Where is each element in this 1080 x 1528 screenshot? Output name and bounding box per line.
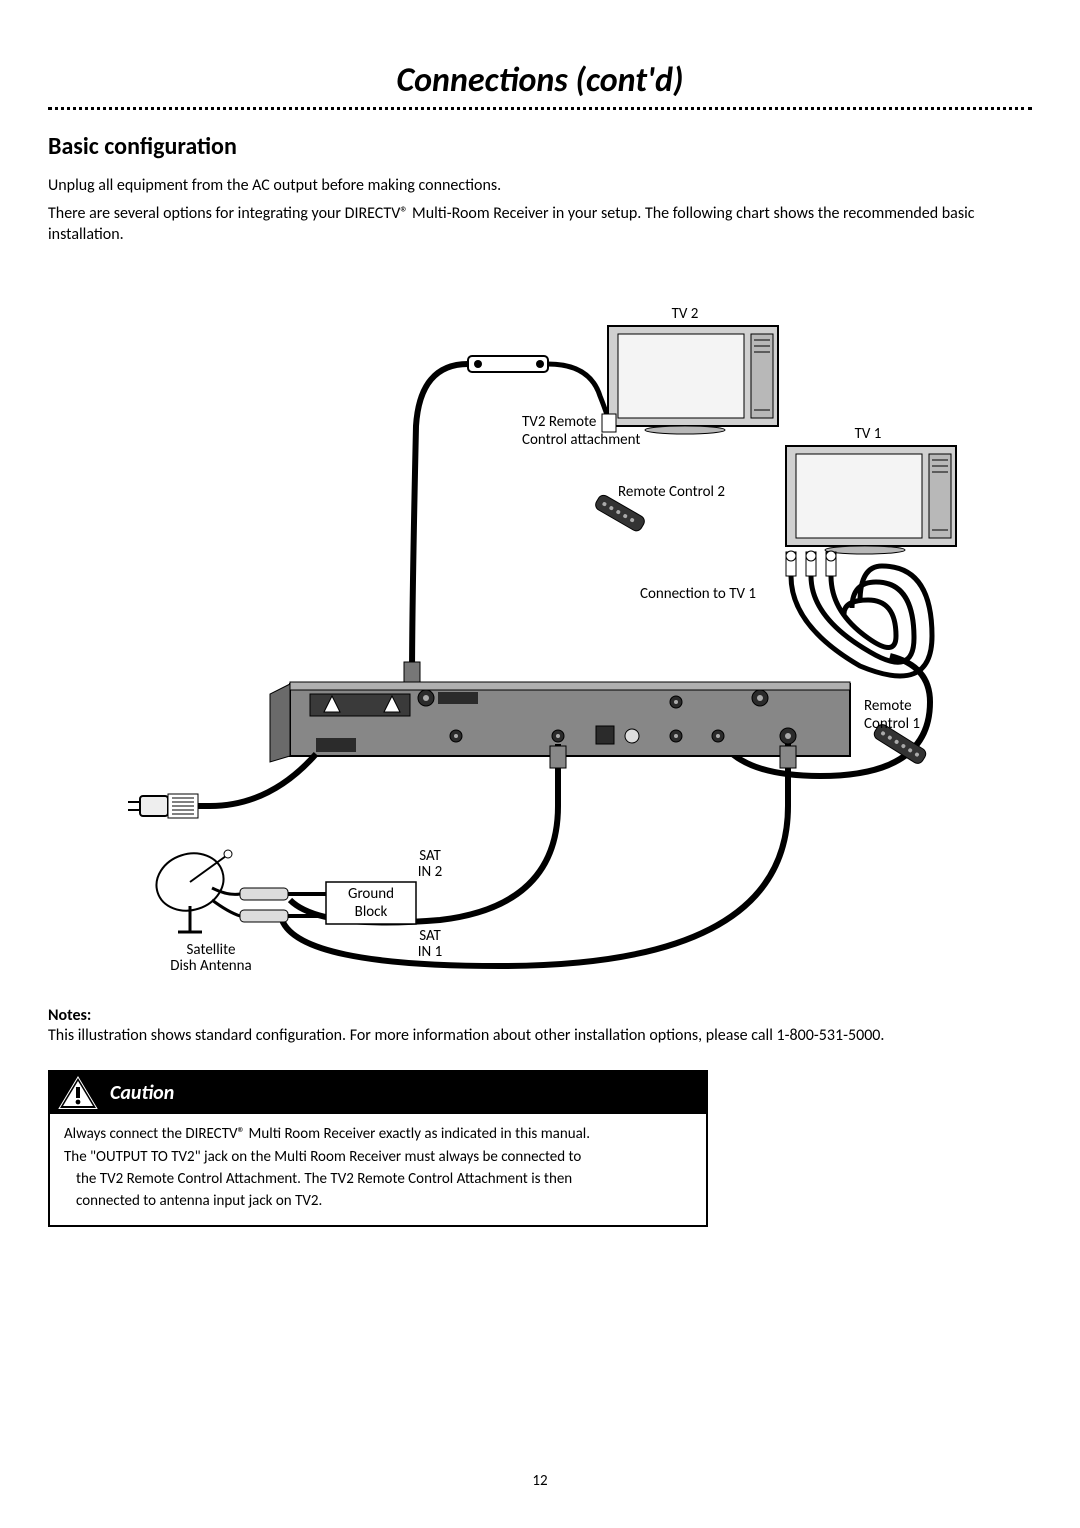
page-title: Connections (cont'd) [48,60,1032,101]
label-sat-in1-l2: IN 1 [400,944,460,961]
caution-line4: connected to antenna input jack on TV2. [64,1191,692,1211]
label-ground-l2: Block [326,904,416,921]
label-tv2-remote-attach-l2: Control attachment [522,432,692,449]
label-remote1-l2: Control 1 [864,716,954,733]
caution-line2: The "OUTPUT TO TV2" jack on the Multi Ro… [64,1147,692,1167]
notes-text: This illustration shows standard configu… [48,1025,1032,1047]
label-tv2: TV 2 [610,306,760,323]
intro-p2: There are several options for integratin… [48,203,1032,246]
caution-line3: the TV2 Remote Control Attachment. The T… [64,1169,692,1189]
caution-title: Caution [110,1081,174,1105]
tv1-icon [786,446,956,554]
caution-box: Caution Always connect the DIRECTV® Mult… [48,1070,708,1227]
satellite-dish-icon [149,845,240,932]
label-remote2: Remote Control 2 [618,484,788,501]
connection-diagram: TV 2 TV 1 TV2 Remote Control attachment … [120,306,960,986]
warning-icon [58,1076,98,1110]
dotted-rule [48,107,1032,110]
caution-line1: Always connect the DIRECTV® Multi Room R… [64,1124,692,1144]
cable-attach-to-receiver [412,364,468,681]
notes-heading: Notes: [48,1006,1032,1025]
page-number: 12 [0,1472,1080,1490]
tv2-attachment-icon [468,356,548,372]
diagram-svg [120,306,960,986]
label-sat-in2-l2: IN 2 [400,864,460,881]
label-tv2-remote-attach-l1: TV2 Remote [522,414,692,431]
caution-header: Caution [50,1072,706,1114]
label-ground-l1: Ground [326,886,416,903]
intro-p1: Unplug all equipment from the AC output … [48,175,1032,197]
caution-body: Always connect the DIRECTV® Multi Room R… [50,1114,706,1225]
label-remote1-l1: Remote [864,698,954,715]
power-plug-icon [128,794,198,818]
diagram-wrapper: TV 2 TV 1 TV2 Remote Control attachment … [48,306,1032,986]
rca-plugs-icon [786,551,836,576]
section-heading: Basic configuration [48,132,1032,161]
label-sat-dish-l2: Dish Antenna [146,958,276,975]
label-tv1: TV 1 [808,426,928,443]
label-conn-tv1: Connection to TV 1 [640,586,810,603]
